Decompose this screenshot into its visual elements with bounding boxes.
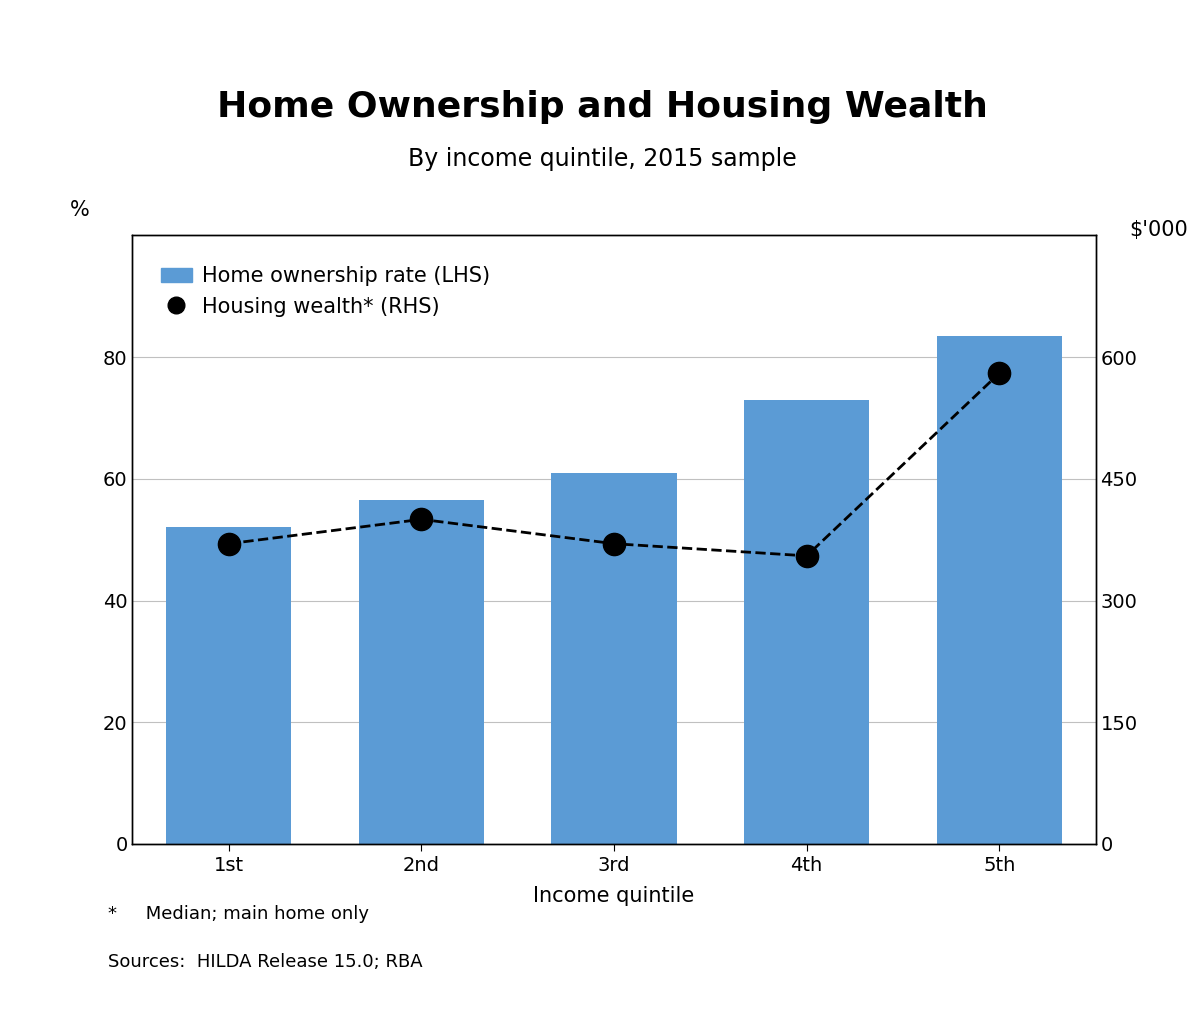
Y-axis label: %: % bbox=[70, 201, 89, 220]
X-axis label: Income quintile: Income quintile bbox=[533, 886, 695, 906]
Bar bbox=[166, 528, 291, 844]
Bar bbox=[359, 500, 484, 844]
Bar bbox=[744, 400, 869, 844]
Text: By income quintile, 2015 sample: By income quintile, 2015 sample bbox=[408, 146, 796, 171]
Bar bbox=[551, 473, 677, 844]
Text: Sources:  HILDA Release 15.0; RBA: Sources: HILDA Release 15.0; RBA bbox=[108, 953, 423, 972]
Bar bbox=[937, 336, 1062, 844]
Text: Home Ownership and Housing Wealth: Home Ownership and Housing Wealth bbox=[217, 90, 987, 125]
Legend: Home ownership rate (LHS), Housing wealth* (RHS): Home ownership rate (LHS), Housing wealt… bbox=[153, 258, 498, 325]
Text: *     Median; main home only: * Median; main home only bbox=[108, 905, 370, 924]
Y-axis label: $'000: $'000 bbox=[1129, 220, 1187, 240]
